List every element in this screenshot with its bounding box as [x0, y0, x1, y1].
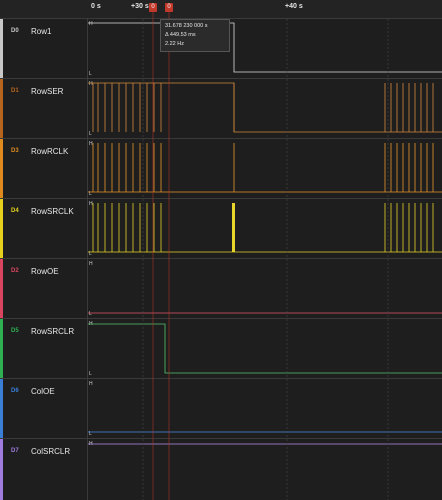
channel-color-bar — [0, 199, 3, 258]
channel-id: D7 — [11, 448, 19, 454]
divider — [87, 379, 88, 438]
low-label: L — [89, 191, 92, 197]
waveform-rowsrclk — [88, 203, 442, 253]
channel-name[interactable]: RowRCLK — [31, 147, 69, 156]
low-label: L — [89, 431, 92, 437]
high-label: H — [89, 261, 93, 267]
low-label: L — [89, 71, 92, 77]
channel-id: D3 — [11, 148, 19, 154]
channel-color-bar — [0, 19, 3, 78]
ruler-label-0: 0 s — [91, 3, 101, 10]
channel-id: D2 — [11, 268, 19, 274]
channel-row-rowoe[interactable]: D2 RowOE H L — [0, 259, 442, 319]
waveform-rowrclk — [88, 143, 442, 193]
high-label: H — [89, 381, 93, 387]
low-label: L — [89, 311, 92, 317]
channel-name[interactable]: ColSRCLR — [31, 447, 71, 456]
channel-color-bar — [0, 259, 3, 318]
ruler-label-30: +30 s — [131, 3, 149, 10]
channel-id: D4 — [11, 208, 19, 214]
channel-id: D0 — [11, 28, 19, 34]
channel-name[interactable]: RowSRCLR — [31, 327, 75, 336]
channel-name[interactable]: RowSRCLK — [31, 207, 74, 216]
channel-row-coloe[interactable]: D6 ColOE H L — [0, 379, 442, 439]
channel-color-bar — [0, 439, 3, 500]
channel-row-rowser[interactable]: D1 RowSER H L — [0, 79, 442, 139]
ruler-label-40: +40 s — [285, 3, 303, 10]
cursor-marker-a[interactable]: 0 — [149, 3, 157, 12]
waveform-row1 — [88, 22, 442, 73]
channel-name[interactable]: ColOE — [31, 387, 55, 396]
divider — [87, 199, 88, 258]
channel-name[interactable]: Row1 — [31, 27, 52, 36]
low-label: L — [89, 131, 92, 137]
low-label: L — [89, 251, 92, 257]
high-label: H — [89, 141, 93, 147]
tooltip-frequency: 2.22 Hz — [165, 41, 184, 47]
time-ruler[interactable]: 0 s +30 s +40 s 0 0 — [0, 0, 442, 19]
channel-row-rowsrclr[interactable]: D5 RowSRCLR H L — [0, 319, 442, 379]
channel-name[interactable]: RowOE — [31, 267, 59, 276]
tooltip-delta: Δ 449.53 ms — [165, 32, 196, 38]
divider — [87, 79, 88, 138]
channel-row-rowsrclk[interactable]: D4 RowSRCLK H L — [0, 199, 442, 259]
divider — [87, 319, 88, 378]
high-label: H — [89, 201, 93, 207]
channel-name[interactable]: RowSER — [31, 87, 64, 96]
cursor-marker-b[interactable]: 0 — [165, 3, 173, 12]
waveform-rowsrclr — [88, 323, 442, 374]
channel-id: D5 — [11, 328, 19, 334]
waveform-rowser — [88, 82, 442, 133]
divider — [87, 139, 88, 198]
divider — [87, 19, 88, 78]
waveform-colsrclr — [88, 443, 442, 445]
channel-color-bar — [0, 79, 3, 138]
waveform-coloe — [88, 431, 442, 433]
channel-row-rowrclk[interactable]: D3 RowRCLK H L — [0, 139, 442, 199]
channel-id: D6 — [11, 388, 19, 394]
channel-color-bar — [0, 319, 3, 378]
high-label: H — [89, 81, 93, 87]
channel-color-bar — [0, 139, 3, 198]
tooltip-time: 31.678 230 000 s — [165, 23, 208, 29]
measurement-tooltip: 31.678 230 000 s Δ 449.53 ms 2.22 Hz — [160, 19, 230, 52]
high-label: H — [89, 21, 93, 27]
divider — [87, 259, 88, 318]
channel-color-bar — [0, 379, 3, 438]
low-label: L — [89, 371, 92, 377]
channel-row-colsrclr[interactable]: D7 ColSRCLR H — [0, 439, 442, 500]
channel-id: D1 — [11, 88, 19, 94]
divider — [87, 439, 88, 500]
waveform-rowoe — [88, 312, 442, 314]
